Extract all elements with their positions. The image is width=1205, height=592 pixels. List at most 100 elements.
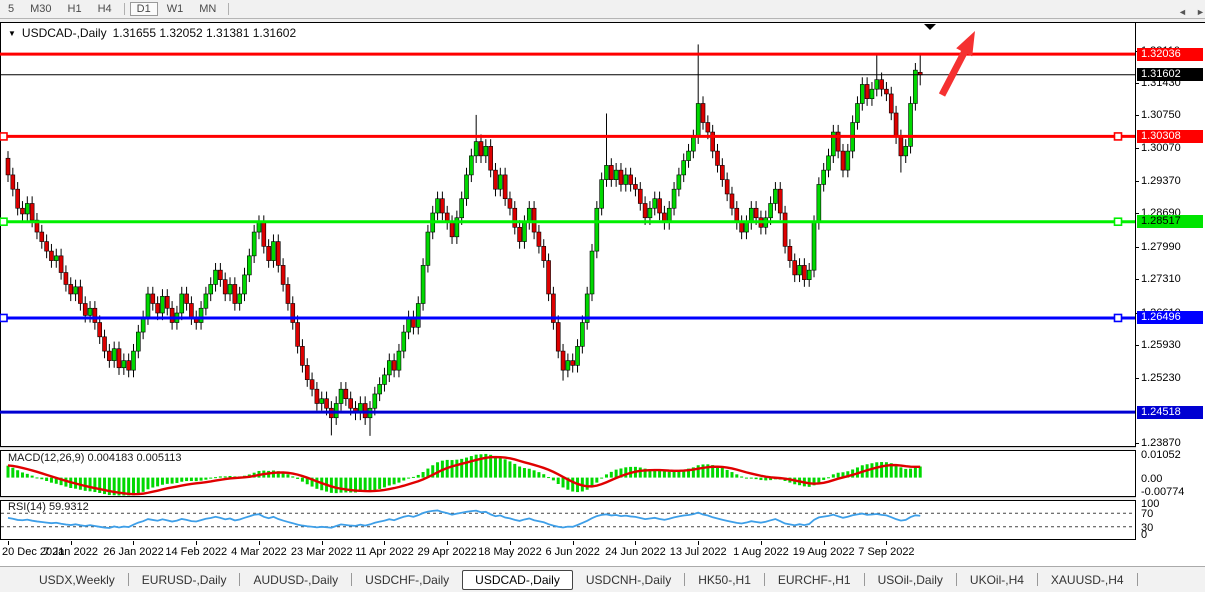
line-handle[interactable] (1113, 132, 1123, 141)
macd-indicator-label: MACD(12,26,9) 0.004183 0.005113 (8, 452, 182, 464)
rsi-pane[interactable] (0, 500, 1136, 540)
macd-pane[interactable] (0, 450, 1136, 497)
tab-separator (239, 573, 241, 586)
price-axis-label: 1.30750 (1141, 109, 1181, 122)
macd-axis-label: 0.00 (1141, 472, 1163, 485)
tab-separator (955, 573, 957, 586)
date-tick (698, 541, 700, 545)
tab-separator (684, 573, 686, 586)
chart-dropdown-icon[interactable]: ▼ (8, 28, 16, 38)
rsi-indicator-label: RSI(14) 59.9312 (8, 501, 89, 513)
tab-scroll-right-icon[interactable]: ► (1196, 7, 1205, 17)
trend-arrow-annotation[interactable] (938, 31, 975, 97)
date-axis-label: 1 Aug 2022 (733, 546, 789, 558)
pane-separator[interactable] (0, 497, 1136, 501)
date-axis-label: 18 May 2022 (478, 546, 542, 558)
price-badge-1.28517: 1.28517 (1137, 215, 1203, 229)
date-axis-label: 14 Feb 2022 (165, 546, 228, 558)
tab-ukoil-h4[interactable]: UKOil-,H4 (969, 572, 1024, 587)
tab-usdcnh-daily[interactable]: USDCNH-,Daily (585, 572, 672, 587)
date-axis[interactable]: 20 Dec 2021 7 Jan 2022 26 Jan 2022 14 Feb 2… (0, 541, 1205, 566)
tab-separator (863, 573, 865, 586)
axis-tick (1135, 213, 1139, 215)
chart-symbol-label: USDCAD-,Daily (21, 26, 107, 40)
price-pane[interactable] (0, 22, 1136, 447)
rsi-line (7, 509, 921, 529)
date-axis-label: 11 Apr 2022 (355, 546, 414, 558)
price-badge-1.24518: 1.24518 (1137, 405, 1203, 419)
date-axis-label: 29 Apr 2022 (417, 546, 477, 558)
price-badge-1.32036: 1.32036 (1137, 47, 1203, 61)
rsi-axis-label: 0 (1141, 529, 1148, 541)
timeframe-button-mn[interactable]: MN (199, 3, 217, 15)
timeframe-button-m30[interactable]: M30 (30, 3, 52, 15)
macd-axis-label: -0.00774 (1141, 486, 1185, 498)
tab-usoil-daily[interactable]: USOil-,Daily (877, 572, 943, 587)
tab-usdcad-daily[interactable]: USDCAD-,Daily (462, 569, 573, 590)
axis-tick (1135, 181, 1139, 183)
tab-separator (351, 573, 353, 586)
date-axis-label: 7 Jan 2022 (43, 546, 98, 558)
line-handle[interactable] (1113, 217, 1123, 227)
axis-tick (1135, 147, 1139, 149)
axis-tick (1135, 443, 1139, 444)
line-handle[interactable] (0, 132, 8, 141)
timeframe-button-h1[interactable]: H1 (67, 3, 82, 15)
tab-scroll-left-icon[interactable]: ◄ (1178, 7, 1187, 17)
date-axis-label: 4 Mar 2022 (231, 546, 287, 558)
line-handle[interactable] (1113, 313, 1123, 323)
timeframe-button-d1[interactable]: D1 (129, 2, 158, 16)
toolbar-separator (123, 3, 125, 15)
tab-xauusd-h4[interactable]: XAUUSD-,H4 (1050, 572, 1124, 587)
date-tick (258, 541, 260, 545)
tab-usdx-weekly[interactable]: USDX,Weekly (39, 572, 115, 587)
tab-hk50-h1[interactable]: HK50-,H1 (698, 572, 751, 587)
timeframe-button-h4[interactable]: H4 (97, 3, 112, 15)
tab-audusd-daily[interactable]: AUDUSD-,Daily (253, 572, 339, 587)
date-axis-label: 26 Jan 2022 (103, 546, 164, 558)
price-badge-1.31602: 1.31602 (1137, 68, 1203, 82)
date-tick (8, 541, 9, 545)
date-tick (447, 541, 449, 545)
date-tick (760, 541, 762, 545)
chart-ohlc-header[interactable]: ▼ USDCAD-,Daily 1.31655 1.32052 1.31381 … (8, 26, 296, 40)
pane-separator[interactable] (0, 447, 1136, 451)
timeframe-button-w1[interactable]: W1 (166, 3, 184, 15)
date-axis-label: 19 Aug 2022 (792, 546, 855, 558)
chart-ohlc-values: 1.31655 1.32052 1.31381 1.31602 (112, 26, 297, 40)
chart-shift-marker-icon[interactable] (924, 24, 936, 30)
timeframe-toolbar: 5 M30 H1 H4 D1 W1 MN (0, 0, 1205, 19)
price-axis-label: 1.30070 (1141, 141, 1181, 154)
date-axis-label: 23 Mar 2022 (290, 546, 353, 558)
date-axis-label: 20 Dec 2021 (2, 546, 65, 558)
price-badge-1.26496: 1.26496 (1137, 311, 1203, 325)
date-tick (321, 541, 323, 545)
tab-separator (127, 573, 129, 586)
price-axis-label: 1.25930 (1141, 338, 1181, 351)
date-tick (133, 541, 135, 545)
tab-usdchf-daily[interactable]: USDCHF-,Daily (365, 572, 450, 587)
price-axis[interactable]: 1.321101.314301.307501.300701.293701.286… (1135, 23, 1205, 564)
axis-tick (1135, 246, 1139, 248)
chart-tab-bar: USDX,Weekly EURUSD-,Daily AUDUSD-,Daily USD… (0, 566, 1205, 592)
axis-tick (1135, 344, 1139, 346)
timeframe-button-5[interactable]: 5 (8, 3, 15, 15)
line-handle[interactable] (0, 217, 8, 227)
rsi-axis-label: 100 (1141, 498, 1160, 510)
price-badge-1.30308: 1.30308 (1137, 129, 1203, 143)
date-axis-label: 13 Jul 2022 (669, 546, 727, 558)
tab-eurchf-h1[interactable]: EURCHF-,H1 (777, 572, 851, 587)
rsi-axis-label: 30 (1141, 521, 1154, 534)
toolbar-separator (228, 3, 230, 15)
tab-eurusd-daily[interactable]: EURUSD-,Daily (141, 572, 227, 587)
macd-axis-label: 0.01052 (1141, 449, 1181, 462)
date-tick (572, 541, 574, 545)
line-handle[interactable] (0, 313, 8, 323)
tab-separator (763, 573, 765, 586)
price-axis-label: 1.23870 (1141, 437, 1181, 449)
candles (5, 44, 923, 436)
axis-tick (1135, 378, 1139, 380)
axis-tick (1135, 83, 1139, 84)
tab-separator (1136, 573, 1138, 586)
